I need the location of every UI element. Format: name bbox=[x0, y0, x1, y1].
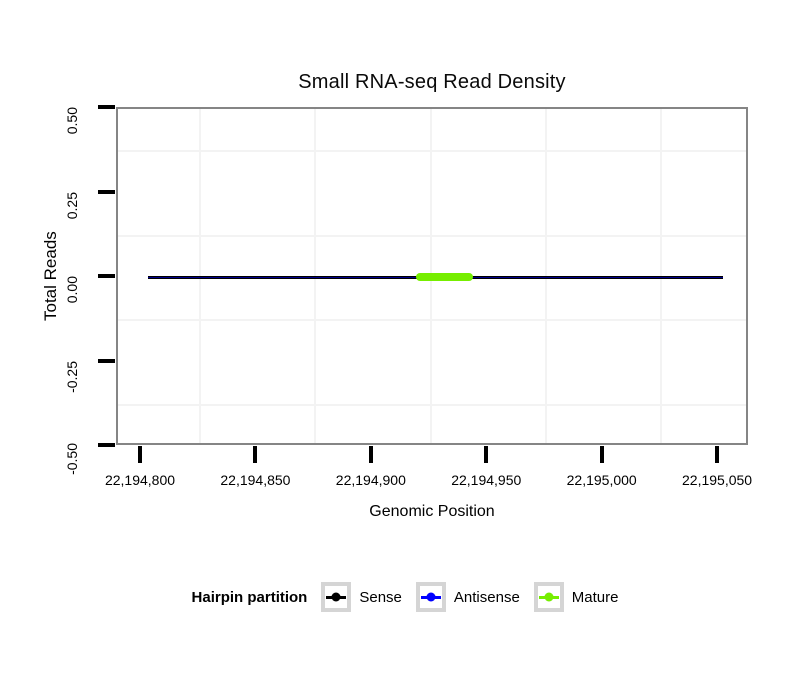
y-tick-label: 0.25 bbox=[64, 191, 80, 219]
x-axis-tick bbox=[715, 446, 720, 463]
x-axis-title: Genomic Position bbox=[369, 503, 495, 520]
x-tick-label: 22,195,000 bbox=[566, 472, 637, 488]
legend-entry-label: Mature bbox=[571, 588, 619, 606]
x-tick-label: 22,194,900 bbox=[335, 472, 406, 488]
x-axis-tick bbox=[368, 446, 373, 463]
x-axis-tick bbox=[253, 446, 258, 463]
minor-gridline-horizontal bbox=[118, 234, 746, 237]
x-axis-tick bbox=[599, 446, 604, 463]
x-tick-label: 22,194,950 bbox=[451, 472, 522, 488]
legend: Hairpin partition Sense Antisense Mature bbox=[0, 582, 810, 612]
legend-key-box bbox=[533, 582, 564, 612]
plot-panel bbox=[116, 107, 748, 445]
minor-gridline-horizontal bbox=[118, 403, 746, 406]
legend-key-box bbox=[415, 582, 446, 612]
legend-key-dot-icon bbox=[426, 592, 436, 602]
y-axis-tick bbox=[98, 274, 115, 278]
legend-entry-label: Antisense bbox=[453, 588, 520, 606]
y-tick-label: -0.50 bbox=[64, 443, 80, 475]
y-tick-label: 0.00 bbox=[64, 276, 80, 304]
y-axis-tick bbox=[98, 105, 115, 109]
y-tick-label: -0.25 bbox=[64, 360, 80, 393]
y-axis-tick bbox=[98, 358, 115, 363]
y-tick-label: 0.50 bbox=[64, 107, 80, 135]
legend-key-line-icon bbox=[326, 592, 347, 602]
legend-key-line-icon bbox=[538, 592, 559, 602]
legend-entry-mature: Mature bbox=[533, 582, 619, 612]
legend-entry-label: Sense bbox=[359, 588, 402, 606]
minor-gridline-horizontal bbox=[118, 150, 746, 153]
legend-entry-sense: Sense bbox=[321, 582, 402, 612]
y-axis-title: Total Reads bbox=[41, 231, 60, 321]
x-axis-tick bbox=[484, 446, 489, 463]
legend-key-box bbox=[321, 582, 352, 612]
y-axis-tick bbox=[98, 443, 115, 447]
chart-title: Small RNA-seq Read Density bbox=[298, 71, 566, 93]
minor-gridline-horizontal bbox=[118, 319, 746, 322]
x-tick-label: 22,194,800 bbox=[104, 472, 176, 488]
legend-key-dot-icon bbox=[331, 592, 341, 602]
legend-entry-antisense: Antisense bbox=[415, 582, 520, 612]
x-axis-tick bbox=[138, 446, 142, 463]
legend-key-dot-icon bbox=[544, 592, 554, 602]
y-axis-tick bbox=[98, 189, 115, 194]
x-tick-label: 22,195,050 bbox=[682, 472, 753, 488]
series-mature bbox=[415, 273, 474, 281]
legend-key-line-icon bbox=[420, 592, 441, 602]
legend-title: Hairpin partition bbox=[191, 588, 308, 606]
x-tick-label: 22,194,850 bbox=[220, 472, 291, 488]
